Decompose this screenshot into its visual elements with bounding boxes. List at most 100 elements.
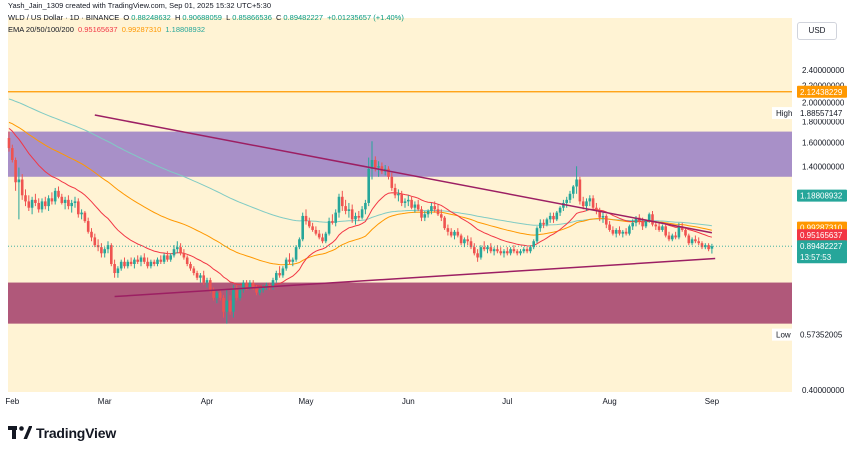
- candle-body: [453, 231, 456, 236]
- candle-body: [486, 247, 489, 250]
- candle-body: [275, 273, 278, 281]
- candle-body: [20, 179, 24, 196]
- candle-body: [545, 219, 549, 225]
- candle-body: [40, 201, 44, 210]
- candle-body: [598, 210, 601, 218]
- candle-body: [199, 275, 202, 278]
- candle-body: [17, 179, 21, 183]
- ema100-value: 1.18808932: [165, 25, 206, 34]
- candle-body: [271, 280, 275, 288]
- candle-body: [251, 282, 255, 288]
- candle-body: [324, 233, 328, 242]
- candle-body: [7, 138, 11, 149]
- candle-body: [195, 273, 199, 278]
- price-axis-tag: [797, 251, 847, 264]
- price-axis-tag-value: 1.18808932: [800, 192, 843, 201]
- candle-body: [628, 226, 631, 234]
- candle-body: [651, 214, 654, 225]
- candle-body: [294, 247, 298, 260]
- candle-body: [80, 212, 83, 215]
- x-tick-label: Aug: [602, 397, 616, 406]
- candle-body: [585, 201, 588, 207]
- tradingview-logo[interactable]: TradingView: [8, 424, 116, 442]
- candle-body: [532, 241, 535, 248]
- tradingview-wordmark: TradingView: [36, 425, 117, 441]
- candle-body: [390, 176, 394, 188]
- candle-body: [350, 209, 354, 220]
- candle-body: [367, 168, 370, 203]
- candle-body: [149, 261, 153, 267]
- candle-body: [215, 292, 219, 298]
- candle-body: [301, 215, 304, 240]
- candle-body: [456, 231, 460, 236]
- candle-body: [492, 249, 496, 252]
- price-axis-tag-label-bg: [772, 328, 795, 341]
- candle-body: [634, 217, 638, 223]
- candle-body: [449, 231, 453, 236]
- candle-body: [407, 199, 410, 202]
- candle-body: [690, 239, 694, 244]
- candle-body: [232, 290, 235, 312]
- x-tick-label: Feb: [5, 397, 19, 406]
- currency-button[interactable]: USD: [797, 22, 837, 40]
- candle-body: [73, 201, 77, 203]
- candle-body: [281, 268, 285, 276]
- candle-body: [242, 282, 245, 291]
- candle-body: [34, 199, 37, 203]
- ema-line: EMA 20/50/100/200 0.95165637 0.99287310 …: [8, 25, 207, 34]
- candle-body: [248, 282, 252, 288]
- ema20-line: [8, 128, 713, 287]
- price-axis-tag-value: 0.95165637: [800, 231, 843, 240]
- candle-body: [317, 233, 321, 238]
- candle-body: [284, 259, 288, 269]
- candle-body: [374, 159, 377, 168]
- candle-body: [116, 268, 120, 274]
- candle-body: [209, 280, 212, 291]
- ema-label[interactable]: EMA 20/50/100/200: [8, 25, 74, 34]
- candles-group: [7, 131, 714, 324]
- candle-body: [463, 239, 466, 244]
- candle-body: [677, 226, 681, 238]
- candle-body: [473, 247, 476, 254]
- candle-body: [423, 214, 427, 218]
- candle-body: [664, 226, 667, 236]
- candle-body: [482, 247, 486, 250]
- candle-body: [347, 209, 351, 211]
- plot-background: [8, 18, 792, 392]
- candle-body: [476, 253, 479, 258]
- price-axis-tag-value: 2.12438229: [800, 88, 843, 97]
- candle-body: [205, 280, 209, 283]
- candle-body: [182, 253, 186, 258]
- price-axis-tag: [797, 240, 847, 253]
- tradingview-mark-icon: [8, 426, 32, 439]
- candle-body: [568, 193, 572, 200]
- candle-body: [67, 199, 70, 207]
- candle-body: [647, 214, 651, 222]
- ema50-value: 0.99287310: [121, 25, 162, 34]
- close-value: 0.89482227: [283, 13, 324, 22]
- candle-body: [529, 247, 532, 252]
- symbol-name[interactable]: WLD / US Dollar · 1D · BINANCE: [8, 13, 120, 22]
- candle-body: [70, 202, 73, 207]
- low-label: L: [226, 13, 231, 22]
- candle-body: [14, 159, 17, 183]
- candle-body: [413, 204, 417, 208]
- candle-body: [479, 247, 483, 258]
- price-axis-tag: [797, 328, 847, 341]
- price-axis-tag: [797, 107, 847, 120]
- candle-body: [354, 215, 357, 220]
- candle-body: [700, 243, 704, 248]
- candle-body: [24, 195, 27, 202]
- candle-body: [552, 215, 555, 220]
- y-tick-label: 1.40000000: [802, 162, 845, 171]
- candle-body: [605, 215, 608, 225]
- candle-body: [357, 215, 361, 218]
- candle-body: [370, 159, 374, 169]
- candle-body: [416, 204, 420, 210]
- candle-body: [611, 229, 615, 234]
- candle-body: [469, 241, 473, 248]
- candle-body: [63, 199, 67, 203]
- candle-body: [146, 261, 149, 267]
